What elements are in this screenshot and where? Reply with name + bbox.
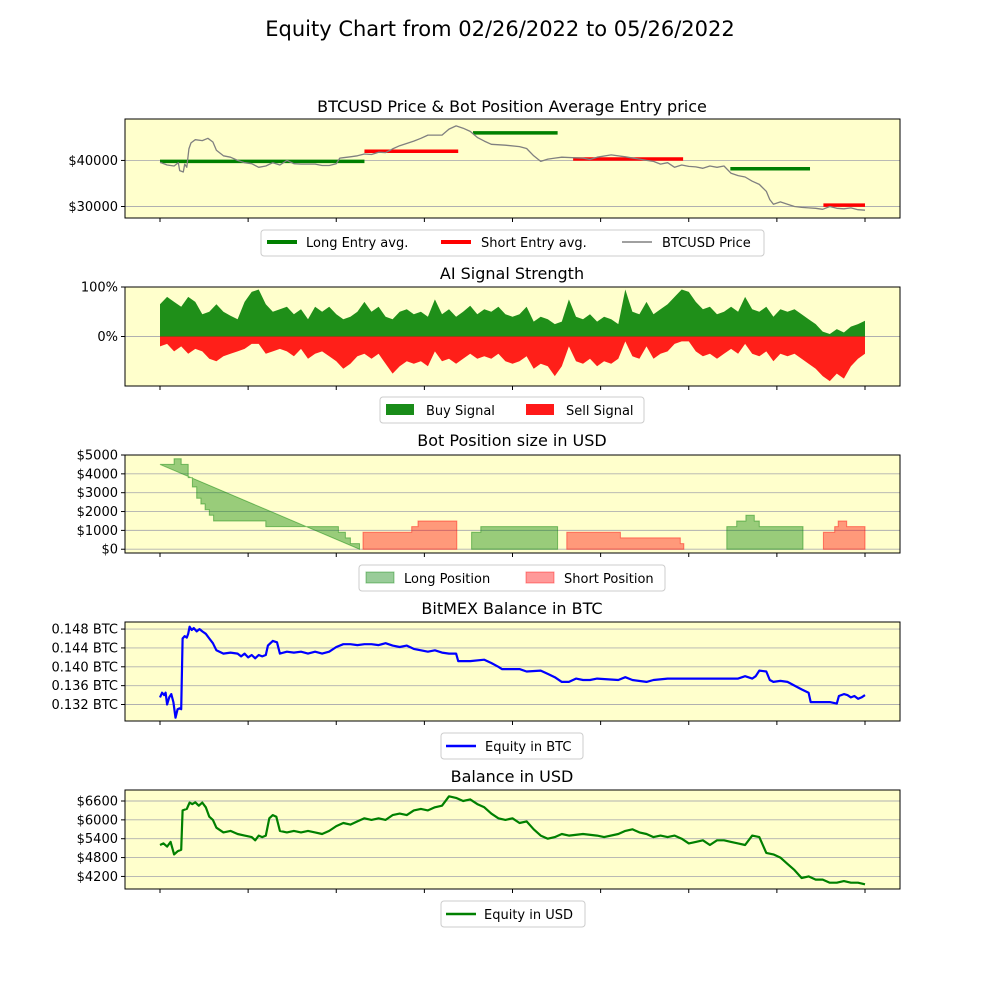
panel-usd-balance: Balance in USD $4200 $4800 $5400 $6000 $6600…	[77, 767, 901, 928]
panel-btc-balance-legend: Equity in BTC	[440, 732, 584, 760]
panel-signal-title: AI Signal Strength	[440, 264, 584, 283]
panel-signal-legend: Buy Signal Sell Signal	[379, 396, 645, 424]
legend-frame	[440, 732, 584, 760]
panel-position-title: Bot Position size in USD	[417, 431, 606, 450]
panel-btc-balance: BitMEX Balance in BTC 0.132 BTC 0.136 BTC…	[51, 599, 901, 760]
long-position-area	[159, 458, 360, 550]
legend-label-short-position: Short Position	[564, 572, 654, 587]
panel-usd-balance-plot-area	[125, 790, 900, 889]
panel-position-plot-area	[125, 455, 900, 553]
legend-label-equity-btc: Equity in BTC	[485, 740, 571, 755]
panel-usd-balance-legend: Equity in USD	[440, 900, 586, 928]
panel-price-title: BTCUSD Price & Bot Position Average Entr…	[317, 97, 707, 116]
legend-swatch-long-position	[365, 571, 395, 584]
y-tick-label: $1000	[77, 524, 118, 539]
y-tick-label: $6000	[77, 813, 118, 828]
equity-btc-line	[158, 625, 866, 719]
legend-label-short-entry: Short Entry avg.	[481, 236, 587, 251]
y-tick-label: $4200	[77, 870, 118, 885]
long-position-area	[471, 526, 559, 550]
legend-swatch-short-position	[525, 571, 555, 584]
panel-price-axes: $30000 $40000	[68, 154, 866, 222]
panel-btc-balance-plot-area	[125, 622, 900, 721]
y-tick-label: $0	[101, 543, 118, 558]
y-tick-label: $30000	[68, 200, 118, 215]
y-tick-label: $2000	[77, 505, 118, 520]
legend-swatch-sell-signal	[526, 404, 554, 415]
equity-usd-line	[159, 795, 866, 886]
legend-label-long-entry: Long Entry avg.	[306, 236, 408, 251]
figure-title: Equity Chart from 02/26/2022 to 05/26/20…	[265, 17, 735, 41]
sell-signal-area	[160, 336, 865, 382]
y-tick-label: $3000	[77, 486, 118, 501]
panel-usd-balance-grid	[125, 800, 900, 877]
panel-btc-balance-grid	[125, 628, 900, 705]
y-tick-label: 100%	[81, 281, 118, 296]
legend-label-long-position: Long Position	[404, 572, 490, 587]
short-position-area	[566, 531, 685, 550]
legend-label-btcusd-price: BTCUSD Price	[662, 236, 751, 251]
y-tick-label: $4800	[77, 851, 118, 866]
y-tick-label: $5400	[77, 832, 118, 847]
panel-position-grid	[125, 454, 900, 550]
panel-position: Bot Position size in USD $0 $1000 $2000 $30…	[77, 431, 901, 592]
panel-signal-axes: 0% 100%	[81, 281, 866, 390]
y-tick-label: $5000	[77, 449, 118, 464]
btcusd-price-line	[159, 125, 866, 211]
legend-frame	[379, 396, 645, 424]
y-tick-label: 0.132 BTC	[51, 698, 118, 713]
y-tick-label: 0.144 BTC	[51, 641, 118, 656]
y-tick-label: $40000	[68, 154, 118, 169]
panel-position-legend: Long Position Short Position	[358, 564, 666, 592]
panel-price-data	[159, 125, 866, 211]
panel-price: BTCUSD Price & Bot Position Average Entr…	[68, 97, 901, 257]
panel-btc-balance-title: BitMEX Balance in BTC	[421, 599, 602, 618]
panel-position-axes: $0 $1000 $2000 $3000 $4000 $5000	[77, 449, 866, 558]
panel-btc-balance-axes: 0.132 BTC 0.136 BTC 0.140 BTC 0.144 BTC 0.14…	[51, 623, 866, 725]
y-tick-label: 0%	[97, 330, 118, 345]
legend-frame	[358, 564, 666, 592]
buy-signal-area	[160, 289, 865, 337]
legend-label-sell-signal: Sell Signal	[566, 404, 634, 419]
y-tick-label: 0.148 BTC	[51, 623, 118, 638]
long-position-area	[726, 514, 804, 550]
legend-swatch-buy-signal	[386, 404, 414, 415]
legend-frame	[440, 900, 586, 928]
panel-position-data	[159, 458, 866, 550]
panel-price-legend: Long Entry avg. Short Entry avg. BTCUSD …	[260, 229, 765, 257]
y-tick-label: $6600	[77, 795, 118, 810]
panel-usd-balance-axes: $4200 $4800 $5400 $6000 $6600	[77, 795, 866, 893]
panel-usd-balance-title: Balance in USD	[451, 767, 574, 786]
panel-signal: AI Signal Strength 0% 100% Buy Signal Sel…	[81, 264, 901, 424]
panel-usd-balance-data	[159, 795, 866, 886]
y-tick-label: 0.140 BTC	[51, 660, 118, 675]
short-position-area	[822, 520, 866, 550]
legend-label-buy-signal: Buy Signal	[426, 404, 495, 419]
panel-signal-data	[160, 289, 865, 382]
panel-btc-balance-data	[158, 625, 866, 719]
legend-frame	[260, 229, 765, 257]
y-tick-label: 0.136 BTC	[51, 679, 118, 694]
legend-label-equity-usd: Equity in USD	[484, 908, 573, 923]
y-tick-label: $4000	[77, 467, 118, 482]
short-position-area	[362, 520, 458, 550]
